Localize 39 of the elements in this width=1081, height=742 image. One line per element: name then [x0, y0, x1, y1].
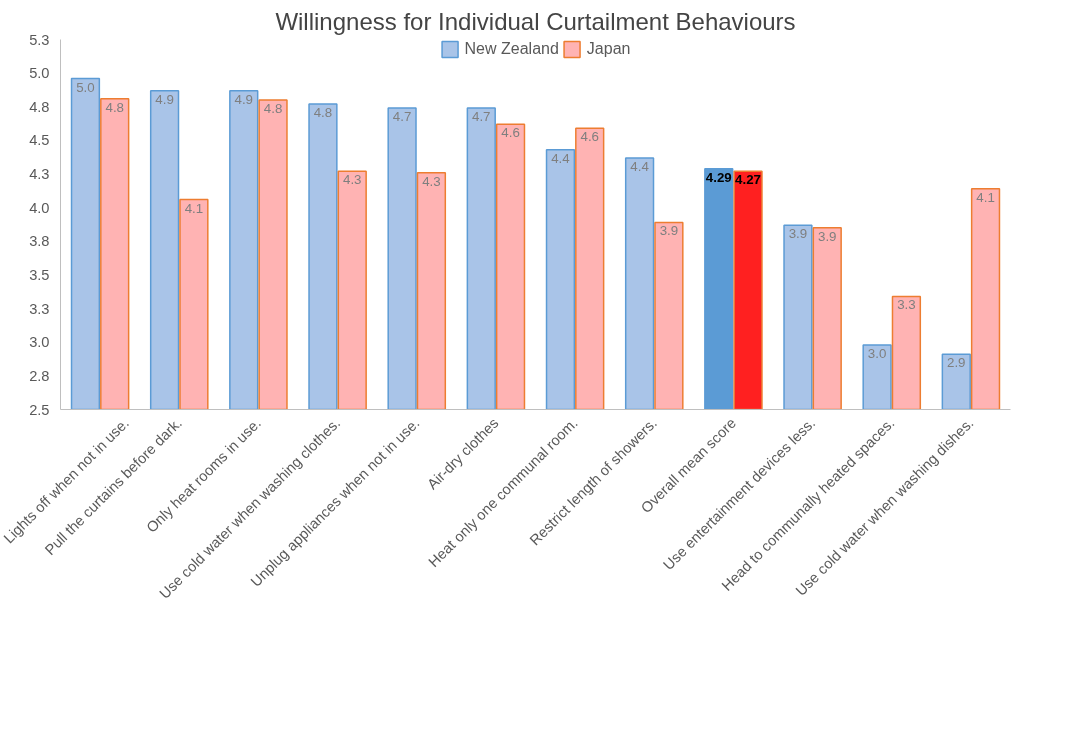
y-tick-label: 3.8	[29, 233, 50, 250]
data-label: 3.9	[659, 223, 679, 239]
y-tick-label: 5.3	[29, 31, 50, 48]
y-tick-label: 5.0	[29, 65, 50, 82]
data-label: 4.1	[184, 200, 204, 216]
data-label: 4.27	[735, 172, 762, 188]
data-label: 3.0	[867, 345, 887, 361]
data-label: 4.3	[422, 173, 441, 189]
y-tick-label: 4.8	[29, 98, 50, 115]
y-tick-label: 4.3	[29, 166, 50, 183]
y-tick-label: 2.8	[29, 367, 50, 384]
data-label: 4.3	[342, 172, 362, 188]
data-label: 4.4	[551, 150, 571, 166]
y-tick-label: 3.0	[29, 334, 50, 351]
data-label: 4.4	[630, 158, 650, 174]
data-label: 4.7	[392, 109, 412, 125]
data-label: 2.9	[947, 355, 966, 371]
y-tick-label: 4.0	[29, 199, 50, 216]
data-label: 3.9	[817, 228, 837, 244]
y-tick-label: 3.5	[29, 266, 50, 283]
data-label: 4.8	[313, 105, 333, 121]
data-label: 5.0	[76, 79, 95, 95]
chart-title: Willingness for Individual Curtailment Behaviours	[275, 7, 796, 35]
y-tick-label: 3.3	[29, 300, 50, 317]
data-label: 4.6	[580, 129, 599, 145]
y-tick-label: 4.5	[29, 132, 50, 149]
data-label: 4.8	[263, 101, 283, 117]
data-label: 4.7	[472, 109, 491, 125]
data-label: 4.8	[105, 99, 124, 115]
data-label: 3.9	[788, 226, 808, 242]
data-label: 4.9	[234, 91, 254, 107]
data-label: 4.1	[976, 189, 995, 205]
legend-label: New Zealand	[464, 40, 559, 58]
data-label: 4.29	[705, 169, 732, 185]
data-label: 4.9	[155, 91, 174, 107]
y-tick-label: 2.5	[29, 401, 50, 418]
legend-label: Japan	[586, 40, 631, 58]
data-label: 3.3	[897, 297, 916, 313]
data-label: 4.6	[501, 125, 520, 141]
